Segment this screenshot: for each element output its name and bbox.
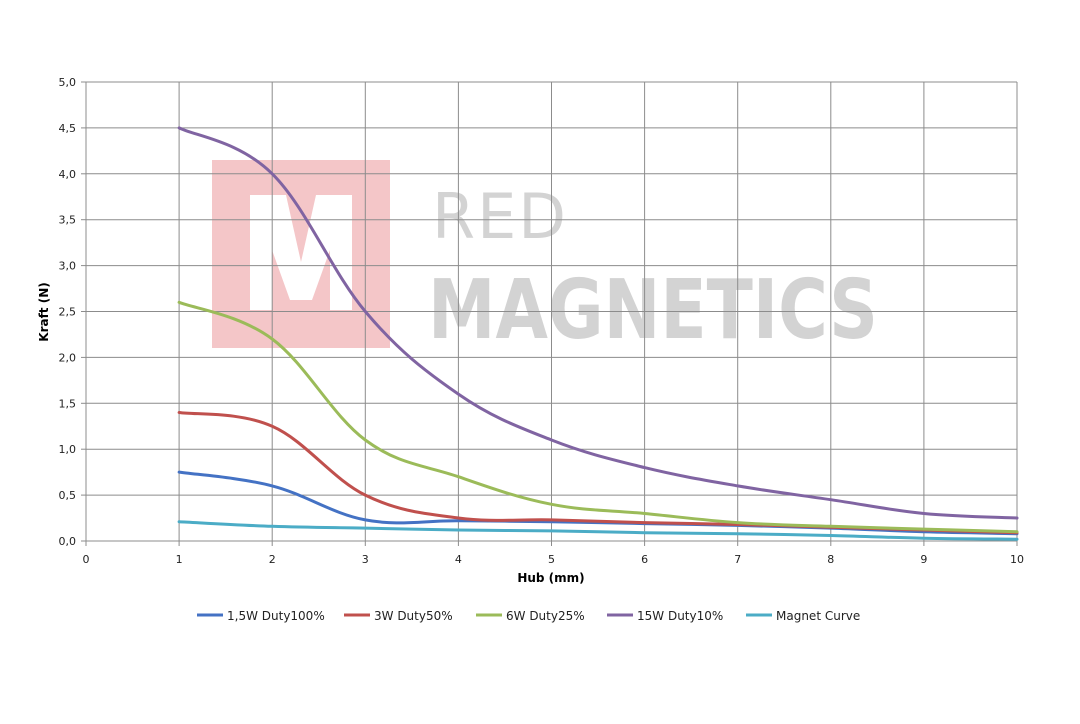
y-tick-label: 2,0 [59,351,77,364]
axes: 0,0 0,5 1,0 1,5 2,0 2,5 3,0 3,5 4,0 4,5 5,0 0 1 2 3 4 5 6… [59,76,1025,566]
legend-label-3w-duty50: 3W Duty50% [374,609,453,623]
x-tick-label: 0 [83,553,90,566]
x-tick-label: 10 [1010,553,1024,566]
y-tick-label: 3,5 [59,214,77,227]
legend: 1,5W Duty100% 3W Duty50% 6W Duty25% 15W Dut… [197,609,860,623]
watermark-text-magnetics: MAGNETICS [428,263,878,358]
watermark-logo-m [250,195,352,310]
legend-label-6w-duty25: 6W Duty25% [506,609,585,623]
y-tick-label: 4,0 [59,168,77,181]
x-tick-label: 3 [362,553,369,566]
legend-label-magnet-curve: Magnet Curve [776,609,860,623]
x-tick-label: 1 [176,553,183,566]
series-line-3w-duty50 [177,411,1019,535]
y-tick-label: 5,0 [59,76,77,89]
grid [85,81,1018,542]
x-tick-label: 6 [641,553,648,566]
watermark: RED MAGNETICS [212,160,878,358]
x-tick-label: 9 [920,553,927,566]
x-axis-title: Hub (mm) [517,571,584,585]
y-tick-label: 1,5 [59,397,77,410]
legend-label-1-5w-duty100: 1,5W Duty100% [227,609,325,623]
legend-label-15w-duty10: 15W Duty10% [637,609,723,623]
y-tick-label: 2,5 [59,306,77,319]
y-tick-label: 4,5 [59,122,77,135]
x-tick-label: 7 [734,553,741,566]
series-line-6w-duty25 [177,300,1019,534]
x-tick-label: 4 [455,553,462,566]
x-tick-label: 2 [269,553,276,566]
watermark-text-red: RED [432,180,568,253]
series-line-15w-duty10 [177,126,1019,520]
series-line-magnet-curve [177,520,1019,541]
watermark-logo-box [212,160,390,348]
y-tick-label: 3,0 [59,260,77,273]
y-tick-label: 1,0 [59,443,77,456]
x-tick-label: 8 [827,553,834,566]
series-line-1-5w-duty100 [177,470,1019,536]
y-tick-label: 0,5 [59,489,77,502]
y-axis-title: Kraft (N) [37,282,51,341]
y-tick-label: 0,0 [59,535,77,548]
series-group [177,126,1019,541]
x-tick-label: 5 [548,553,555,566]
